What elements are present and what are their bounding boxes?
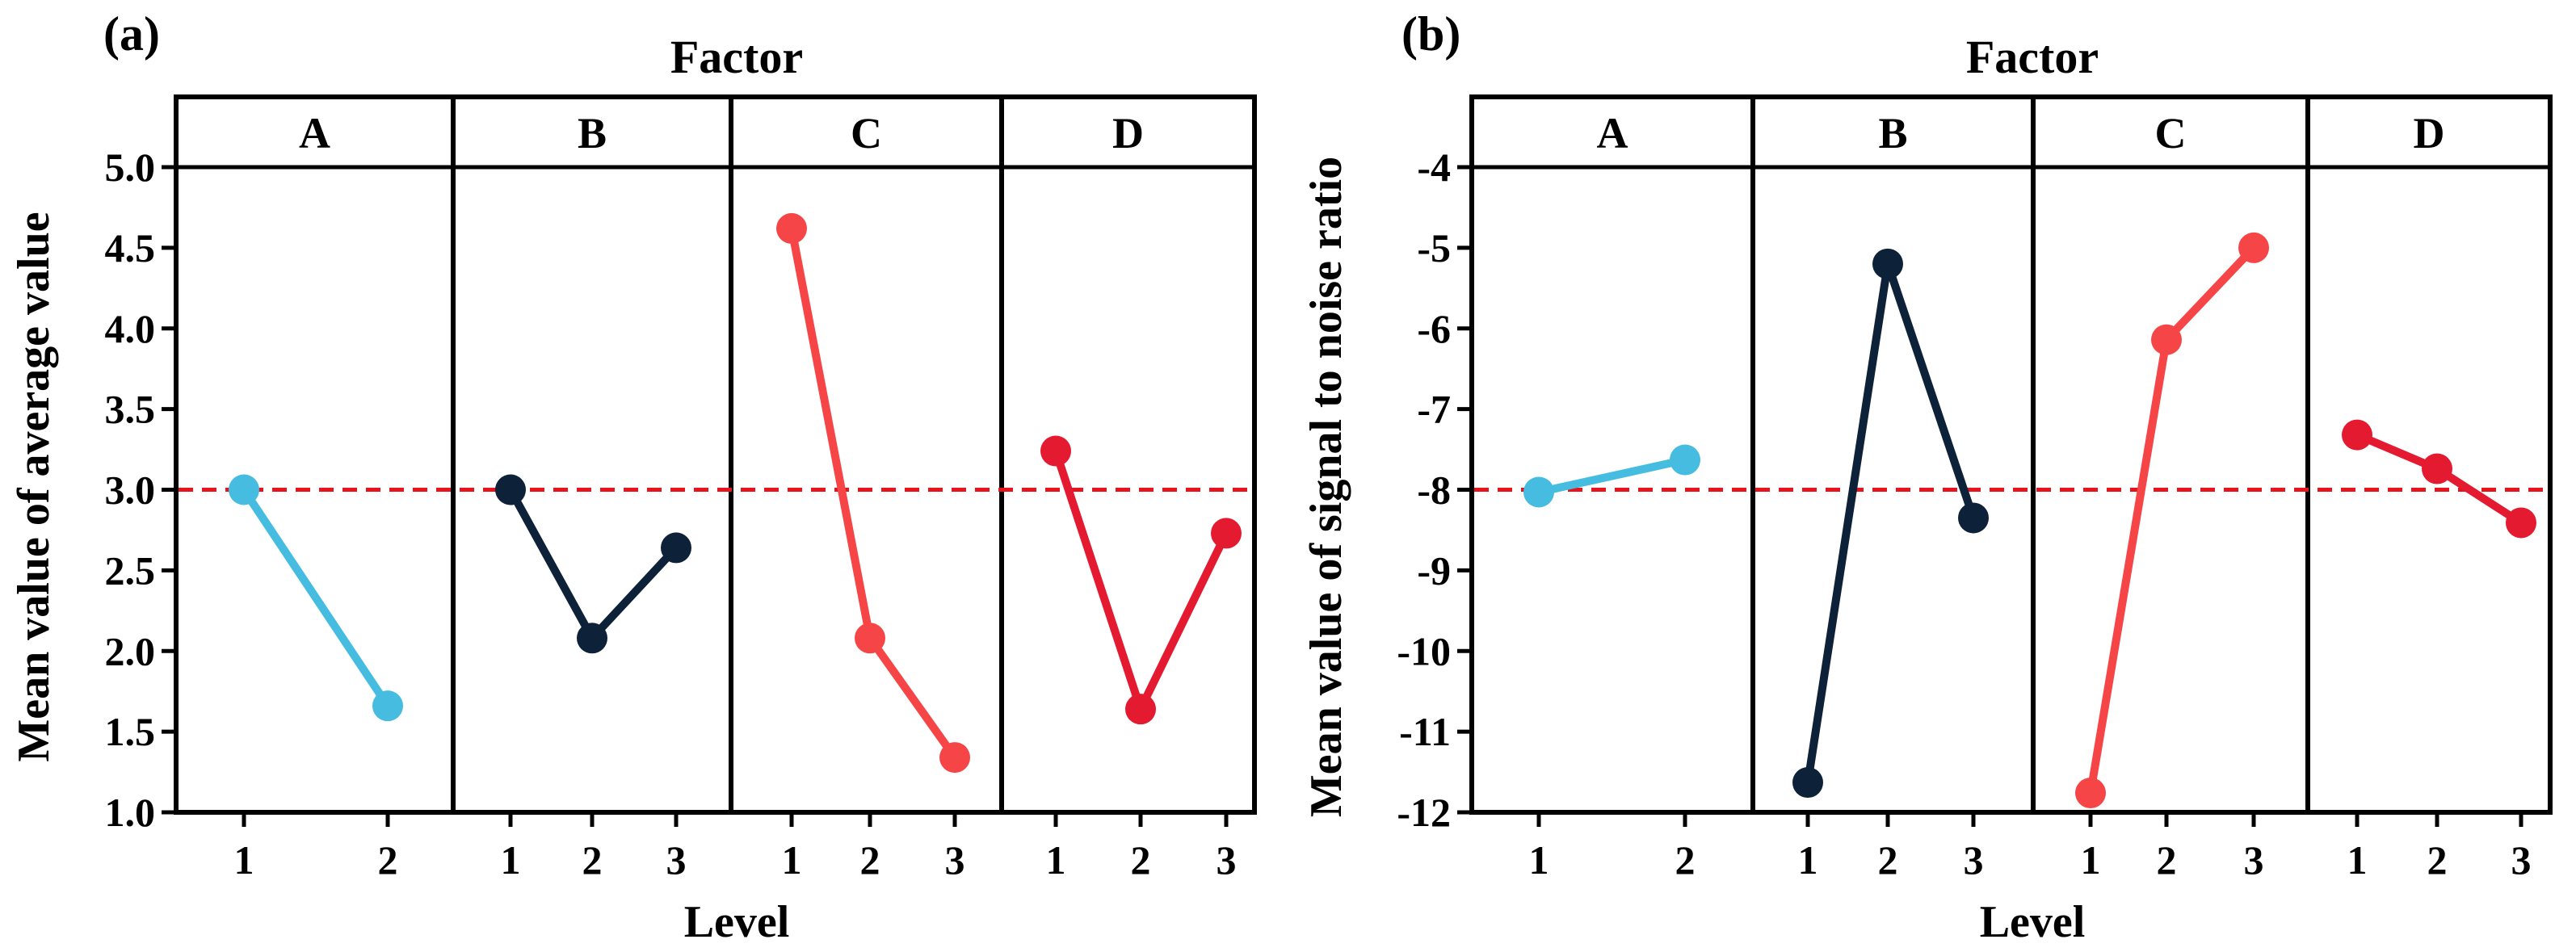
- y-tick-label-a: 4.0: [105, 306, 156, 351]
- y-tick-label-a: 1.5: [105, 709, 156, 754]
- panel-label-b: (b): [1401, 7, 1460, 61]
- x-tick-label-a: 1: [234, 837, 254, 883]
- factor-label-a-C: C: [851, 109, 882, 157]
- y-axis-title-b: Mean value of signal to noise ratio: [1301, 157, 1351, 817]
- y-tick-label-a: 3.0: [105, 468, 156, 513]
- data-point-b-D-3: [2506, 507, 2536, 539]
- data-point-b-C-1: [2075, 778, 2106, 809]
- data-point-a-D-1: [1040, 435, 1071, 467]
- data-point-b-C-3: [2238, 232, 2269, 263]
- panel-a: (a) Factor 1.0 1.5 2.0 2.5 3.0 3.5 4.0 4.5 5.0 A 1 2 B…: [9, 7, 1257, 947]
- series-line-b-B: [1804, 259, 1977, 787]
- factor-title-b: Factor: [1966, 31, 2099, 83]
- y-tick-label-a: 2.5: [105, 547, 156, 593]
- panel-b: (b) Factor -12 -11 -10 -9 -8 -7 -6 -5 -4 A 1 2 B 1 2 3 C 1 2…: [1301, 7, 2553, 947]
- data-point-a-A-1: [229, 474, 259, 505]
- x-tick-label-b: 3: [2244, 837, 2264, 883]
- x-tick-label-b: 3: [1964, 837, 1984, 883]
- data-point-a-B-3: [661, 532, 691, 564]
- x-tick-label-b: 1: [2081, 837, 2101, 883]
- plot-frame-b: [1469, 94, 2553, 815]
- y-tick-label-a: 2.0: [105, 628, 156, 673]
- factor-label-b-C: C: [2155, 109, 2187, 157]
- factor-label-b-B: B: [1878, 109, 1907, 157]
- data-point-b-B-3: [1958, 502, 1989, 534]
- y-tick-label-b: -9: [1417, 547, 1451, 593]
- y-tick-label-a: 3.5: [105, 387, 156, 432]
- data-point-a-C-3: [939, 742, 970, 774]
- y-tick-label-b: -4: [1417, 145, 1451, 190]
- data-point-a-B-1: [495, 474, 526, 505]
- y-tick-label-a: 5.0: [105, 145, 156, 190]
- data-point-b-C-2: [2151, 324, 2182, 355]
- x-tick-label-a: 1: [1046, 837, 1066, 883]
- series-line-a-A: [240, 485, 392, 711]
- y-tick-label-b: -11: [1399, 709, 1451, 754]
- x-tick-label-a: 3: [945, 837, 965, 883]
- x-tick-label-b: 1: [1529, 837, 1549, 883]
- x-tick-label-a: 2: [860, 837, 880, 883]
- series-line-a-C: [788, 224, 959, 762]
- y-tick-label-b: -7: [1417, 387, 1451, 432]
- y-axis-title-a: Mean value of average value: [9, 212, 59, 761]
- data-point-b-B-2: [1872, 248, 1903, 279]
- series-line-a-B: [506, 485, 680, 643]
- factor-label-b-A: A: [1597, 109, 1628, 157]
- factor-label-b-D: D: [2414, 109, 2445, 157]
- data-point-a-B-2: [577, 623, 607, 654]
- x-tick-label-a: 1: [501, 837, 521, 883]
- data-point-a-D-2: [1125, 694, 1156, 725]
- panel-label-a: (a): [103, 7, 160, 61]
- data-point-a-A-2: [372, 690, 403, 722]
- x-tick-label-b: 3: [2511, 837, 2532, 883]
- data-point-a-D-3: [1211, 518, 1242, 549]
- factor-label-a-B: B: [578, 109, 607, 157]
- x-tick-label-a: 2: [378, 837, 398, 883]
- data-point-b-B-1: [1792, 767, 1823, 799]
- x-tick-label-b: 1: [2347, 837, 2368, 883]
- series-line-b-A: [1535, 455, 1689, 497]
- y-tick-label-b: -10: [1397, 628, 1451, 673]
- x-axis-title-a: Level: [684, 897, 790, 947]
- x-tick-label-a: 3: [666, 837, 687, 883]
- x-tick-label-a: 3: [1217, 837, 1237, 883]
- x-tick-label-b: 2: [2157, 837, 2177, 883]
- factor-label-a-D: D: [1112, 109, 1144, 157]
- factor-title-a: Factor: [670, 31, 803, 83]
- y-tick-label-b: -5: [1417, 225, 1451, 271]
- plot-frame-a: [174, 94, 1257, 815]
- x-tick-label-a: 2: [582, 837, 603, 883]
- x-tick-label-b: 2: [2427, 837, 2448, 883]
- x-tick-label-a: 1: [782, 837, 802, 883]
- data-point-b-A-2: [1670, 444, 1700, 476]
- y-tick-label-a: 4.5: [105, 225, 156, 271]
- factor-label-a-A: A: [299, 109, 330, 157]
- x-tick-label-a: 2: [1131, 837, 1151, 883]
- y-tick-label-b: -8: [1417, 468, 1451, 513]
- data-point-b-D-2: [2422, 453, 2452, 484]
- x-tick-label-b: 2: [1675, 837, 1696, 883]
- x-tick-label-b: 1: [1798, 837, 1818, 883]
- data-point-a-C-1: [776, 212, 807, 244]
- data-point-b-D-1: [2342, 419, 2372, 451]
- x-axis-title-b: Level: [1980, 897, 2086, 947]
- y-tick-label-a: 1.0: [105, 790, 156, 835]
- y-tick-label-b: -6: [1417, 306, 1451, 351]
- data-point-a-C-2: [855, 623, 885, 654]
- data-point-b-A-1: [1523, 476, 1554, 508]
- y-tick-label-b: -12: [1397, 790, 1451, 835]
- x-tick-label-b: 2: [1878, 837, 1898, 883]
